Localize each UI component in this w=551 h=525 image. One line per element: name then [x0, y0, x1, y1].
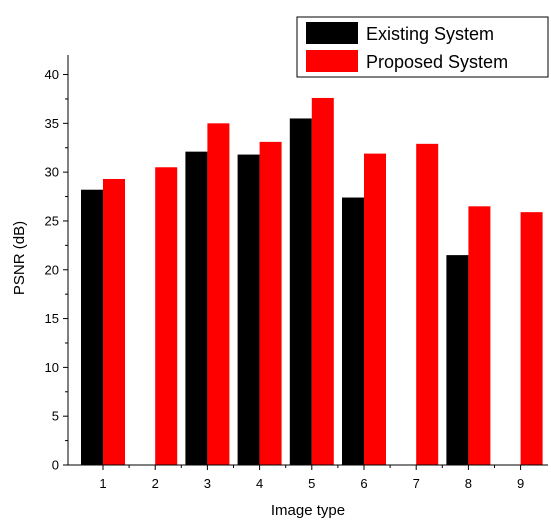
bar-existing-8	[446, 255, 469, 465]
bar-existing-5	[289, 118, 312, 465]
bar-proposed-1	[103, 178, 125, 465]
x-ticks: 1 2 3 4 5 6 7 8 9	[99, 465, 524, 491]
bar-existing-4	[237, 154, 260, 466]
y-tick-label: 0	[52, 458, 59, 473]
bar-proposed-4	[259, 141, 282, 465]
y-tick-label: 5	[52, 409, 59, 424]
x-tick-label: 5	[308, 476, 315, 491]
legend-swatch-existing	[306, 22, 358, 44]
y-tick-label: 25	[45, 213, 59, 228]
bar-proposed-9	[520, 212, 543, 465]
y-tick-label: 40	[45, 67, 59, 82]
legend-label-proposed: Proposed System	[366, 52, 508, 72]
x-tick-label: 1	[99, 476, 106, 491]
bar-proposed-3	[207, 123, 230, 465]
bars	[81, 97, 543, 466]
y-tick-label: 15	[45, 311, 59, 326]
y-ticks: 0 5 10 15 20 25 30 35 40	[45, 67, 68, 473]
bar-proposed-8	[468, 206, 491, 466]
y-axis-title: PSNR (dB)	[11, 221, 28, 295]
legend-swatch-proposed	[306, 50, 358, 72]
y-tick-label: 10	[45, 360, 59, 375]
x-tick-label: 2	[152, 476, 159, 491]
y-tick-label: 30	[45, 165, 59, 180]
x-tick-label: 6	[360, 476, 367, 491]
x-tick-label: 4	[256, 476, 263, 491]
x-axis-title: Image type	[271, 502, 345, 519]
y-tick-label: 35	[45, 116, 59, 131]
bar-existing-3	[185, 151, 208, 465]
legend: Existing System Proposed System	[296, 16, 549, 78]
y-tick-label: 20	[45, 262, 59, 277]
x-tick-label: 3	[204, 476, 211, 491]
bar-proposed-2	[155, 167, 178, 465]
bar-existing-1	[81, 189, 103, 465]
bar-existing-6	[342, 197, 364, 465]
x-tick-label: 7	[413, 476, 420, 491]
bar-proposed-6	[364, 153, 386, 465]
bar-proposed-5	[311, 97, 334, 465]
x-tick-label: 8	[465, 476, 472, 491]
legend-label-existing: Existing System	[366, 24, 494, 44]
bar-proposed-7	[416, 143, 439, 466]
x-tick-label: 9	[517, 476, 524, 491]
